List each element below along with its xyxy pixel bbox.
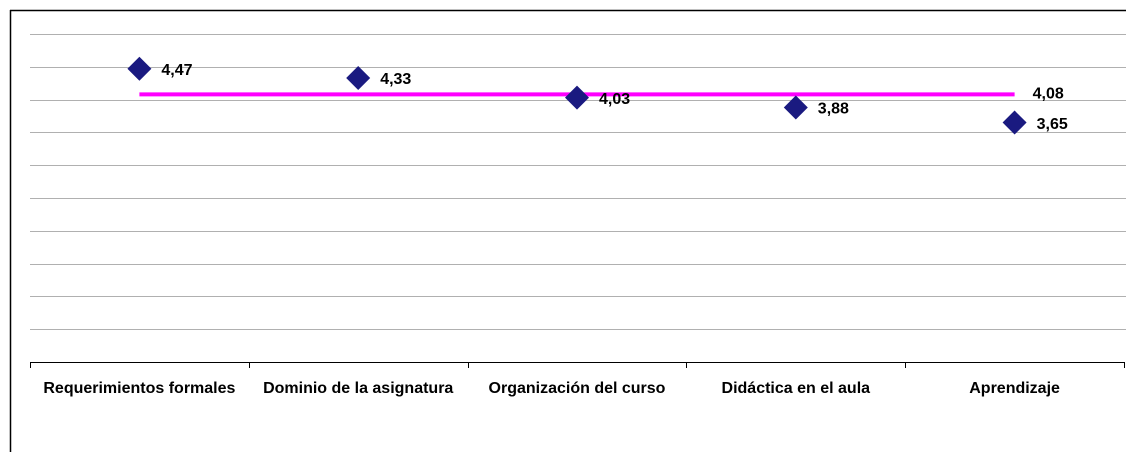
x-tick-label: Requerimientos formales: [43, 380, 236, 397]
x-tick-label: Didáctica en el aula: [721, 380, 871, 397]
marker: [565, 85, 589, 110]
x-tick-label: Organización del curso: [488, 380, 666, 397]
marker: [127, 56, 152, 81]
x-tick-label-box: Didáctica en el aula: [721, 380, 871, 397]
reference-label: 4,08: [1033, 86, 1064, 103]
x-tick-label-box: Aprendizaje: [969, 380, 1060, 397]
x-tick-label: Aprendizaje: [969, 380, 1060, 397]
data-label: 4,03: [599, 91, 630, 108]
data-label: 4,47: [161, 62, 192, 79]
marker: [783, 95, 808, 120]
x-tick-label-box: Requerimientos formales: [43, 380, 236, 397]
data-label: 4,33: [380, 71, 411, 88]
data-label: 3,65: [1037, 116, 1068, 133]
x-tick-label-box: Organización del curso: [488, 380, 666, 397]
x-tick-label: Dominio de la asignatura: [263, 380, 454, 397]
x-tick-label-box: Dominio de la asignatura: [263, 380, 454, 397]
marker: [346, 65, 371, 90]
data-label: 3,88: [818, 101, 849, 118]
marker: [1002, 110, 1027, 135]
